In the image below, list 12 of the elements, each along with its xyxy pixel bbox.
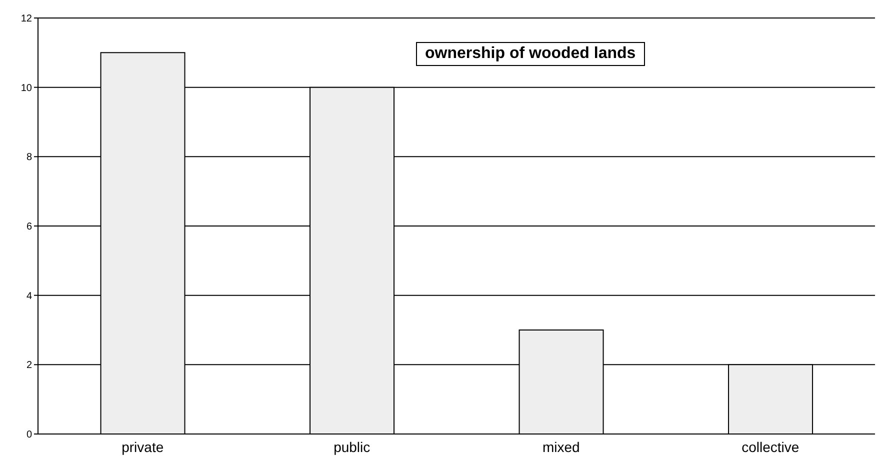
x-tick-label: public	[334, 438, 370, 455]
y-tick-label: 0	[26, 430, 32, 441]
y-tick-label: 6	[26, 222, 32, 233]
y-tick-label: 4	[26, 290, 32, 302]
x-tick-label: private	[122, 438, 164, 455]
y-tick-label: 2	[26, 360, 32, 372]
y-tick-label: 12	[20, 14, 32, 25]
x-tick-label: mixed	[542, 438, 580, 455]
text: ownership of wooded lands	[416, 42, 645, 66]
y-tick-label: 10	[20, 82, 32, 94]
y-tick-label: 8	[26, 152, 32, 164]
x-tick-label: collective	[742, 438, 800, 455]
